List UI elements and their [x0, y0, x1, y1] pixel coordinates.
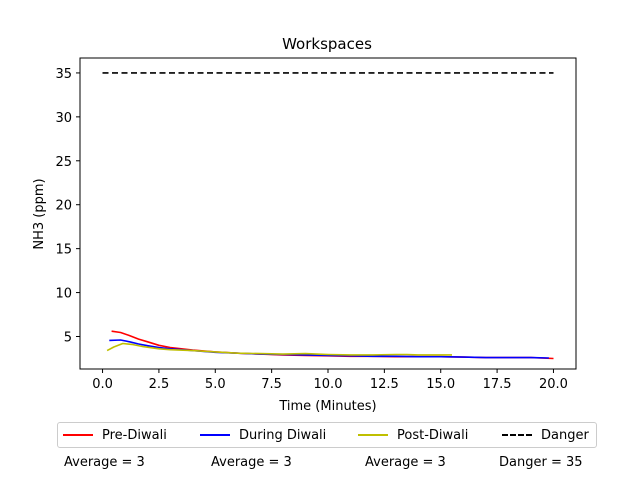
legend-label: Danger: [541, 427, 589, 443]
legend-item-post-diwali: Post-Diwali: [358, 423, 468, 447]
legend-swatch: [358, 434, 388, 436]
legend-swatch: [200, 434, 230, 436]
plot-frame: [79, 57, 577, 370]
x-tick-label: 20.0: [539, 377, 568, 392]
y-tick-label: 25: [55, 155, 72, 170]
y-axis-label: NH3 (ppm): [32, 178, 47, 249]
y-tick-label: 15: [55, 243, 72, 258]
x-tick-label: 10.0: [314, 377, 343, 392]
y-tick-label: 35: [55, 67, 72, 82]
chart-title: Workspaces: [282, 35, 372, 53]
legend-item-during-diwali: During Diwali: [200, 423, 326, 447]
x-tick-label: 5.0: [205, 377, 226, 392]
y-tick-label: 30: [55, 111, 72, 126]
x-tick-label: 15.0: [426, 377, 455, 392]
legend-item-pre-diwali: Pre-Diwali: [63, 423, 167, 447]
y-axis-ticks: 5 10 15 20 25 30 35: [55, 67, 80, 345]
x-tick-label: 17.5: [483, 377, 512, 392]
series-line-post-diwali: [106, 342, 452, 356]
average-pre-diwali: Average = 3: [64, 455, 145, 470]
x-tick-label: 0.0: [92, 377, 113, 392]
legend-item-danger: Danger: [502, 423, 589, 447]
x-tick-label: 2.5: [149, 377, 170, 392]
series-lines: [102, 72, 554, 360]
legend-swatch: [63, 434, 93, 436]
series-line-during-diwali: [109, 339, 549, 359]
danger-threshold: Danger = 35: [499, 455, 583, 470]
average-during-diwali: Average = 3: [211, 455, 292, 470]
y-tick-label: 5: [64, 330, 72, 345]
x-tick-label: 7.5: [261, 377, 282, 392]
legend-label: During Diwali: [239, 427, 327, 443]
y-tick-label: 10: [55, 287, 72, 302]
average-post-diwali: Average = 3: [365, 455, 446, 470]
legend-label: Pre-Diwali: [102, 427, 167, 443]
x-axis-ticks: 0.0 2.5 5.0 7.5 10.0 12.5 15.0 17.5 20.0: [92, 369, 568, 392]
x-axis-label: Time (Minutes): [278, 399, 376, 414]
y-tick-label: 20: [55, 199, 72, 214]
x-tick-label: 12.5: [370, 377, 399, 392]
legend: Pre-Diwali During Diwali Post-Diwali Dan…: [57, 422, 597, 448]
legend-swatch: [502, 434, 532, 436]
legend-label: Post-Diwali: [397, 427, 469, 443]
